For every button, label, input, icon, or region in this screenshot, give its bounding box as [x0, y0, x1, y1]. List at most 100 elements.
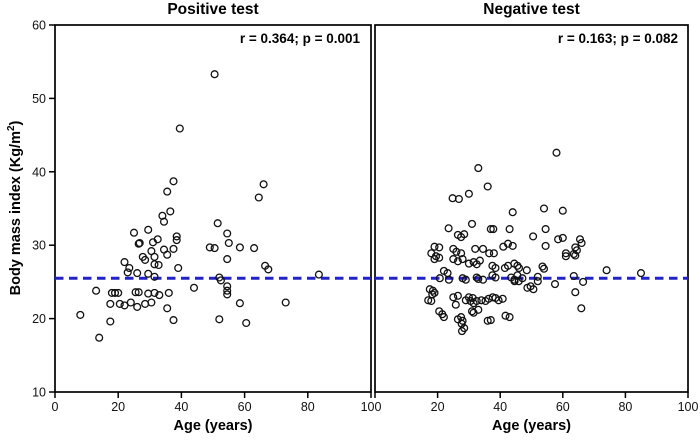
y-tick-label: 60 [32, 19, 46, 33]
data-point [489, 225, 498, 234]
x-axis-label-positive: Age (years) [173, 418, 253, 434]
data-point [430, 255, 439, 264]
data-point [539, 264, 549, 273]
data-point [169, 244, 178, 253]
data-point [125, 263, 134, 273]
data-point [163, 187, 172, 196]
data-point [120, 301, 129, 310]
data-point [169, 316, 178, 325]
data-point [166, 207, 175, 216]
data-point [541, 241, 550, 250]
data-point [147, 298, 156, 307]
data-point [452, 247, 461, 256]
data-point [454, 194, 463, 204]
data-point [172, 236, 181, 245]
y-axis-label-close: ) [7, 120, 24, 126]
y-tick-label: 30 [32, 239, 46, 253]
data-point [505, 313, 514, 322]
data-point [529, 232, 538, 241]
data-point [552, 148, 561, 157]
x-tick-label: 40 [493, 400, 507, 414]
data-point [571, 288, 580, 297]
data-point [561, 249, 570, 258]
y-tick-label: 20 [32, 312, 46, 326]
data-point [224, 238, 233, 248]
data-point [428, 286, 437, 295]
x-axis-label-negative: Age (years) [492, 418, 571, 434]
data-point [533, 277, 542, 286]
data-point [163, 250, 172, 259]
data-point [558, 206, 567, 215]
data-point [223, 286, 232, 295]
y-axis-label: Body mass index (Kg/m2) [6, 121, 24, 296]
data-point [569, 249, 578, 259]
data-point [110, 288, 120, 297]
data-point [471, 244, 480, 253]
data-point [449, 255, 458, 264]
data-point [120, 258, 129, 267]
y-axis-label-sup: 2 [6, 125, 18, 132]
data-point [213, 219, 222, 228]
data-point [491, 263, 500, 273]
panel-title-negative: Negative test [483, 1, 580, 18]
data-point [150, 272, 159, 281]
data-point [475, 256, 484, 265]
x-tick-label: 60 [238, 400, 252, 414]
data-point [602, 266, 611, 275]
data-point [464, 259, 473, 268]
data-point [235, 243, 244, 252]
data-point [242, 318, 251, 328]
data-point [451, 300, 460, 309]
data-point [210, 244, 219, 253]
data-point [150, 252, 159, 261]
data-point [472, 296, 481, 306]
data-point [216, 276, 225, 285]
data-point [474, 274, 483, 284]
data-point [223, 229, 232, 238]
data-point [636, 269, 646, 278]
data-point [95, 333, 104, 342]
data-point [435, 243, 444, 252]
data-point [458, 255, 467, 264]
data-point [457, 327, 467, 336]
x-tick-label: 20 [431, 400, 445, 414]
data-point [205, 243, 214, 252]
data-point [223, 290, 232, 299]
data-point [126, 298, 135, 307]
data-point [522, 266, 531, 275]
data-point [123, 268, 132, 277]
data-point [235, 299, 244, 308]
data-point [579, 277, 588, 286]
data-point [134, 288, 143, 297]
data-point [106, 317, 115, 326]
data-point [457, 249, 466, 258]
data-point [141, 255, 150, 264]
data-point [150, 288, 159, 297]
data-point [264, 265, 273, 274]
data-point [250, 244, 259, 253]
data-point [172, 232, 181, 241]
x-tick-label: 100 [361, 400, 382, 414]
data-point [159, 217, 169, 226]
x-tick-label: 20 [111, 400, 125, 414]
data-point [114, 288, 123, 297]
x-tick-label: 80 [618, 400, 632, 414]
data-point [144, 269, 153, 278]
data-point [150, 260, 159, 269]
data-point [163, 304, 172, 313]
data-point [464, 189, 473, 198]
data-point [478, 244, 488, 253]
data-point [133, 302, 142, 311]
data-point [444, 275, 453, 284]
data-point [558, 233, 567, 242]
x-tick-label: 40 [174, 400, 188, 414]
data-point [314, 270, 323, 279]
data-point [435, 253, 444, 262]
data-point [494, 296, 503, 305]
data-point [281, 298, 290, 307]
data-point [508, 241, 517, 250]
x-tick-label: 0 [52, 400, 59, 414]
data-point [453, 257, 462, 266]
